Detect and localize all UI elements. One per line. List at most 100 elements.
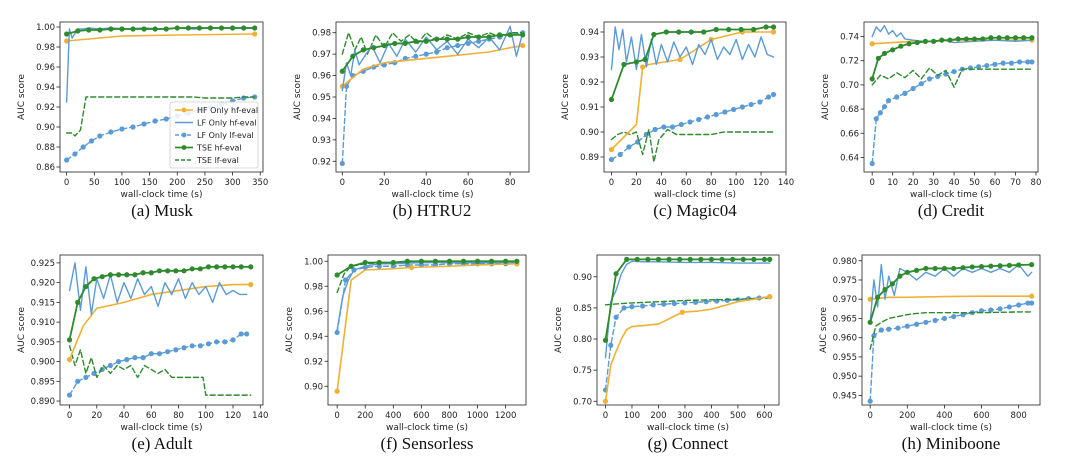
data-point [141,26,147,32]
y-tick-label: 0.965 [833,314,857,324]
y-tick-label: 0.955 [833,353,857,363]
y-tick-label: 0.92 [580,78,599,88]
x-tick-label: 0 [67,411,72,421]
data-point [770,91,777,98]
series-line [871,67,1033,89]
y-tick-label: 0.905 [31,338,55,348]
series-line [68,262,248,315]
y-tick-label: 1.00 [304,257,323,267]
y-tick-label: 0.96 [36,63,55,73]
data-point [867,398,873,404]
series-lf-only-lf-eval [867,300,1035,404]
data-point [520,32,526,38]
data-point [651,31,657,38]
data-point [931,38,937,44]
data-point [334,329,340,336]
series-tse-hf-eval [867,262,1035,325]
data-point [687,256,693,262]
x-tick-label: 80 [706,178,717,188]
y-tick-label: 0.93 [580,53,599,63]
data-point [688,29,694,35]
data-point [165,349,171,355]
series-tse-lf-eval [871,67,1033,89]
x-tick-label: 0 [334,411,339,421]
y-tick-label: 0.900 [31,358,55,368]
y-tick-label: 0.90 [304,382,323,392]
x-tick-label: 20 [91,411,102,421]
x-tick-label: 600 [756,411,772,421]
series-line [341,32,524,55]
data-point [951,68,957,75]
data-point [390,259,396,266]
data-point [878,327,884,333]
x-tick-label: 400 [936,411,952,421]
series-hf-only-hf-eval [602,294,773,404]
data-point [881,50,888,57]
data-point [460,258,467,264]
data-point [362,259,368,266]
data-point [730,256,736,262]
y-tick-label: 0.98 [304,282,323,292]
data-point [904,269,910,275]
plot-frame [603,21,787,173]
y-tick-label: 0.970 [833,295,857,305]
plot-frame [327,254,527,406]
data-point [955,36,961,42]
panel-caption: (g) Connect [648,434,729,453]
data-point [83,283,89,290]
y-tick-label: 0.94 [580,28,599,38]
data-point [898,43,904,49]
y-tick-label: 0.98 [312,29,331,39]
data-point [757,99,763,105]
data-point [613,314,619,320]
data-point [444,36,450,42]
data-point [626,144,632,150]
y-tick-label: 1.00 [36,23,55,33]
x-tick-label: 0 [609,178,614,188]
data-point [633,59,640,65]
x-tick-label: 350 [252,178,268,188]
data-point [770,29,777,35]
x-tick-label: 40 [421,178,432,188]
x-tick-label: 0 [340,178,345,188]
data-point [181,268,187,274]
panel-c: 0 20 40 60 80 100 120 140 0.89 0.90 0.91 0.92 0.93 0.… [561,21,794,220]
data-point [980,36,986,42]
legend-marker [181,107,187,113]
series-line [341,25,524,92]
data-point [64,38,70,44]
x-tick-label: 50 [969,178,980,188]
y-tick-label: 0.925 [31,259,55,269]
data-point [115,272,122,278]
series-line [610,31,775,151]
y-tick-label: 0.90 [573,273,592,283]
data-point [976,64,982,70]
data-point [476,34,482,40]
series-line [65,96,256,137]
data-point [719,256,725,262]
data-point [80,144,86,150]
series-line [610,26,775,71]
y-tick-label: 0.92 [312,157,331,167]
data-point [904,323,910,329]
x-tick-label: 300 [677,411,693,421]
data-point [163,116,169,122]
plot-area [608,24,777,163]
y-tick-label: 0.96 [304,307,323,317]
series-line [604,295,771,403]
y-tick-label: 0.85 [573,304,592,314]
y-tick-label: 0.89 [580,153,599,163]
x-tick-label: 300 [224,178,240,188]
data-point [132,272,138,278]
data-point [488,258,495,264]
x-tick-label: 60 [463,178,474,188]
x-axis-label: wall-clock time (s) [386,423,468,433]
data-point [350,53,356,59]
legend-entry: HF Only hf-eval [197,106,258,115]
data-point [731,106,737,113]
data-point [83,374,89,380]
series-line [610,128,775,163]
series-tse-hf-eval [869,35,1035,82]
y-axis-label: AUC score [554,307,564,354]
y-tick-label: 0.94 [304,332,323,342]
